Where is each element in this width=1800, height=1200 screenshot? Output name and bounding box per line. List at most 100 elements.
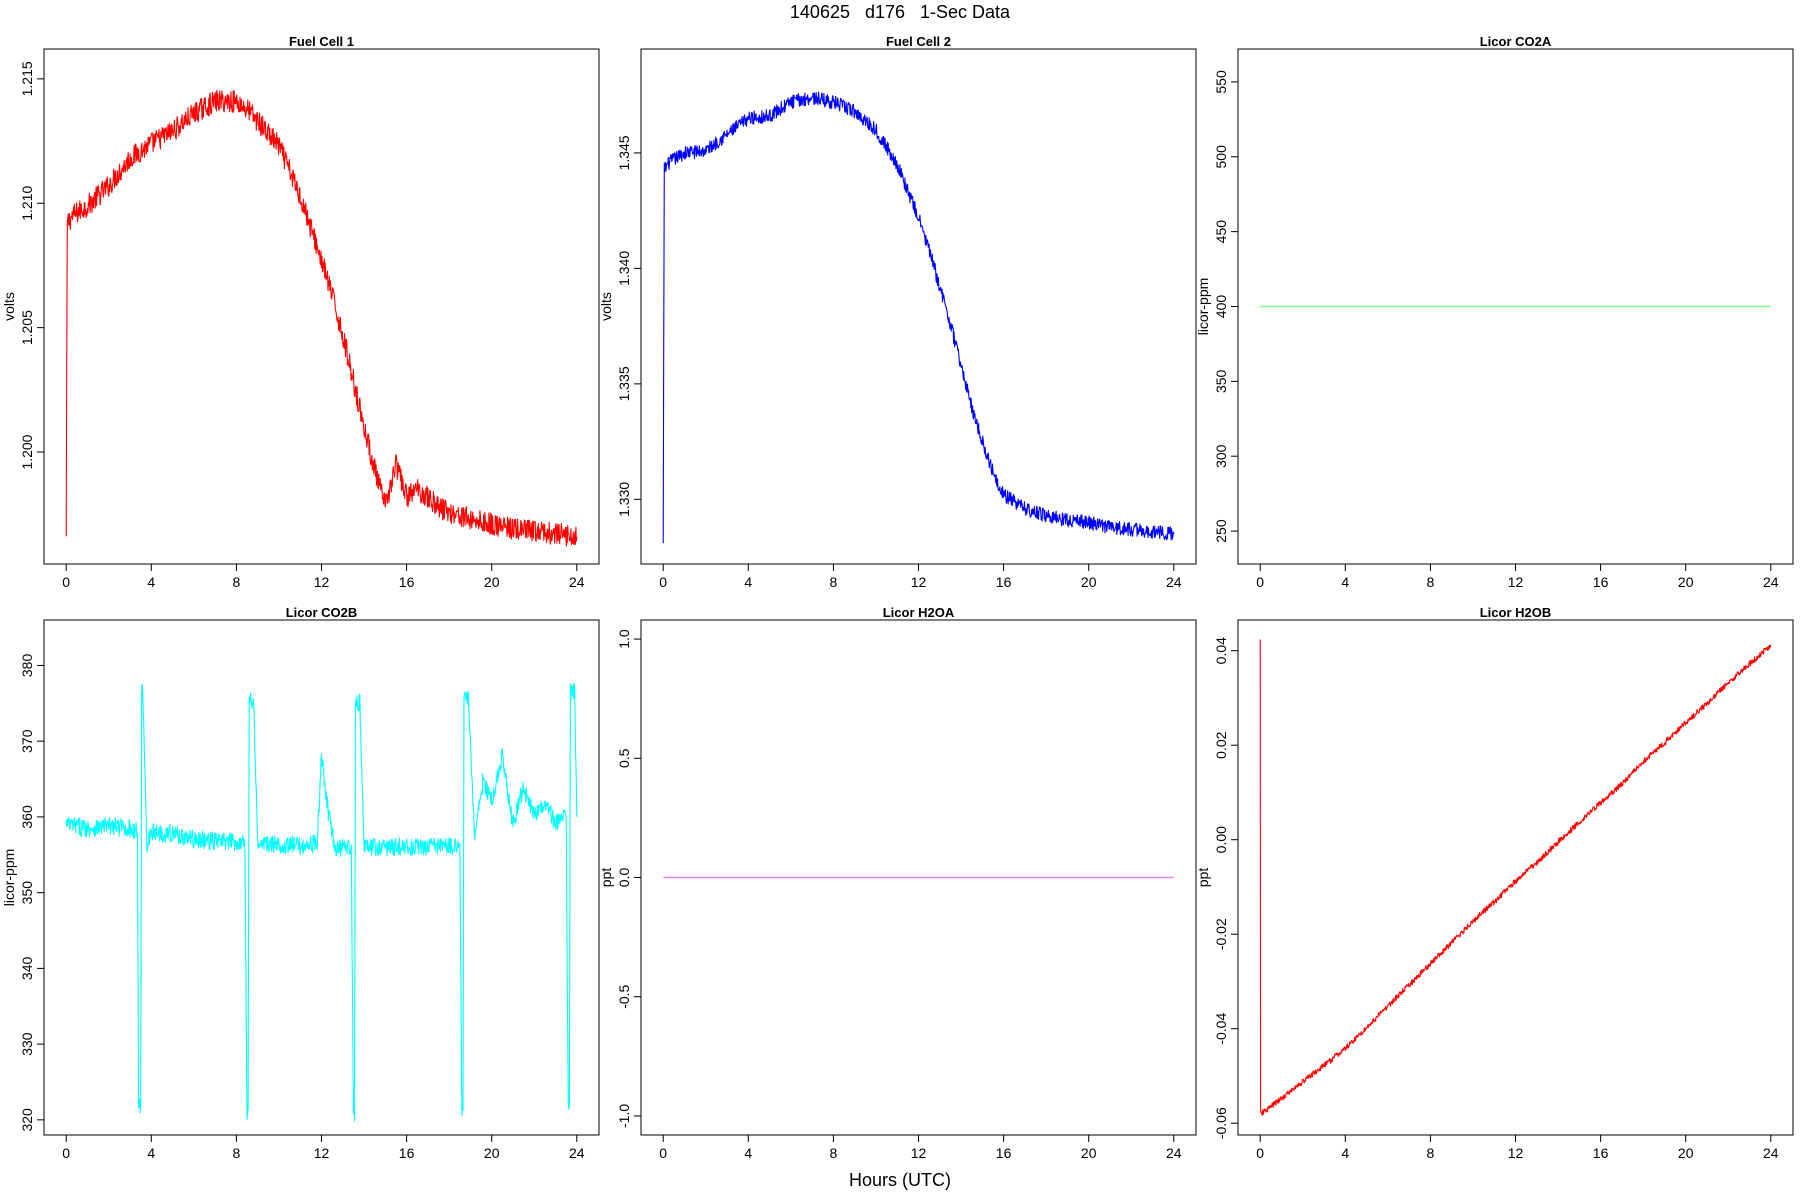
y-tick-label: 350	[19, 881, 35, 905]
x-tick-label: 24	[1763, 1145, 1779, 1161]
chart-title: Licor H2OA	[883, 605, 955, 620]
y-tick-label: 330	[19, 1032, 35, 1056]
y-tick-label: 1.200	[19, 434, 35, 469]
x-tick-label: 8	[233, 1145, 241, 1161]
chart-panel-1: Fuel Cell 1 0 4 8 12 16 20 24 1.200 1.205 1.210 1.2…	[1, 34, 600, 590]
y-tick-label: -0.02	[1213, 918, 1229, 950]
x-tick-label: 24	[569, 574, 585, 590]
chart-panel-5: Licor H2OA 0 4 8 12 16 20 24 -1.0 -0.5 0.0 0.5 1.0 pp…	[598, 605, 1197, 1161]
x-tick-label: 20	[1678, 1145, 1694, 1161]
y-tick-label: 1.330	[616, 482, 632, 517]
x-tick-label: 24	[569, 1145, 585, 1161]
y-tick-label: 250	[1213, 519, 1229, 543]
plot-frame	[640, 48, 1197, 565]
y-tick-label: 350	[1213, 369, 1229, 393]
series-line	[65, 89, 578, 547]
y-axis-label: licor-ppm	[1195, 278, 1211, 336]
x-tick-label: 0	[1256, 574, 1264, 590]
x-tick-label: 0	[62, 574, 70, 590]
x-tick-label: 12	[911, 1145, 927, 1161]
x-tick-label: 8	[830, 574, 838, 590]
x-tick-label: 8	[830, 1145, 838, 1161]
series-line	[662, 91, 1175, 544]
series-line	[65, 682, 578, 1122]
y-tick-label: -0.04	[1213, 1013, 1229, 1045]
x-tick-label: 12	[314, 574, 330, 590]
x-tick-label: 16	[399, 574, 415, 590]
y-tick-label: 500	[1213, 145, 1229, 169]
x-tick-label: 16	[1593, 1145, 1609, 1161]
y-tick-label: 400	[1213, 295, 1229, 319]
x-tick-label: 20	[484, 1145, 500, 1161]
y-tick-label: 360	[19, 805, 35, 829]
chart-panel-4: Licor CO2B 0 4 8 12 16 20 24 320 330 340 350 360 370 3…	[1, 605, 600, 1161]
x-tick-label: 0	[659, 1145, 667, 1161]
y-tick-label: 1.340	[616, 251, 632, 286]
x-tick-label: 0	[1256, 1145, 1264, 1161]
y-tick-label: 550	[1213, 70, 1229, 94]
chart-title: Licor CO2B	[286, 605, 358, 620]
x-tick-label: 16	[996, 574, 1012, 590]
y-tick-label: 370	[19, 729, 35, 753]
y-axis-label: volts	[598, 292, 614, 321]
page-title: 140625 d176 1-Sec Data	[789, 2, 1011, 22]
chart-title: Fuel Cell 2	[886, 34, 951, 49]
y-tick-label: 0.00	[1213, 826, 1229, 853]
y-tick-label: 1.210	[19, 186, 35, 221]
x-tick-label: 20	[1081, 574, 1097, 590]
x-tick-label: 4	[147, 574, 155, 590]
x-tick-label: 20	[1678, 574, 1694, 590]
plot-frame	[43, 619, 600, 1136]
chart-title: Licor CO2A	[1480, 34, 1552, 49]
y-tick-label: 340	[19, 956, 35, 980]
x-tick-label: 12	[1508, 1145, 1524, 1161]
y-tick-label: 1.335	[616, 366, 632, 401]
y-tick-label: 0.5	[616, 748, 632, 768]
x-tick-label: 8	[233, 574, 241, 590]
y-tick-label: 0.0	[616, 868, 632, 888]
x-tick-label: 8	[1427, 1145, 1435, 1161]
x-tick-label: 20	[1081, 1145, 1097, 1161]
chart-title: Fuel Cell 1	[289, 34, 354, 49]
chart-title: Licor H2OB	[1480, 605, 1552, 620]
chart-panel-3: Licor CO2A 0 4 8 12 16 20 24 250 300 350 400 450 500 5…	[1195, 34, 1794, 590]
y-tick-label: 380	[19, 654, 35, 678]
y-tick-label: 1.205	[19, 310, 35, 345]
y-tick-label: 1.0	[616, 629, 632, 649]
x-tick-label: 12	[911, 574, 927, 590]
x-tick-label: 0	[62, 1145, 70, 1161]
x-tick-label: 4	[1341, 1145, 1349, 1161]
series-line	[1259, 639, 1772, 1116]
y-axis-label: licor-ppm	[1, 849, 17, 907]
x-tick-label: 12	[1508, 574, 1524, 590]
x-tick-label: 24	[1763, 574, 1779, 590]
y-tick-label: 0.02	[1213, 731, 1229, 758]
plot-frame	[43, 48, 600, 565]
x-tick-label: 20	[484, 574, 500, 590]
y-axis-label: volts	[1, 292, 17, 321]
y-tick-label: 320	[19, 1108, 35, 1132]
x-tick-label: 24	[1166, 574, 1182, 590]
y-axis-label: ppt	[598, 868, 614, 888]
x-tick-label: 4	[1341, 574, 1349, 590]
x-tick-label: 12	[314, 1145, 330, 1161]
x-tick-label: 16	[399, 1145, 415, 1161]
y-tick-label: -0.5	[616, 984, 632, 1008]
x-tick-label: 16	[1593, 574, 1609, 590]
y-axis-label: ppt	[1195, 868, 1211, 888]
y-tick-label: -0.06	[1213, 1107, 1229, 1139]
x-tick-label: 24	[1166, 1145, 1182, 1161]
y-tick-label: 1.345	[616, 135, 632, 170]
x-tick-label: 4	[744, 1145, 752, 1161]
y-tick-label: 450	[1213, 220, 1229, 244]
x-tick-label: 4	[744, 574, 752, 590]
x-tick-label: 16	[996, 1145, 1012, 1161]
y-tick-label: 1.215	[19, 61, 35, 96]
plot-frame	[1237, 619, 1794, 1136]
chart-panel-6: Licor H2OB 0 4 8 12 16 20 24 -0.06 -0.04 -0.02 0.00…	[1195, 605, 1794, 1161]
x-axis-label: Hours (UTC)	[849, 1170, 951, 1190]
y-tick-label: 300	[1213, 444, 1229, 468]
y-tick-label: -1.0	[616, 1104, 632, 1128]
y-tick-label: 0.04	[1213, 637, 1229, 664]
